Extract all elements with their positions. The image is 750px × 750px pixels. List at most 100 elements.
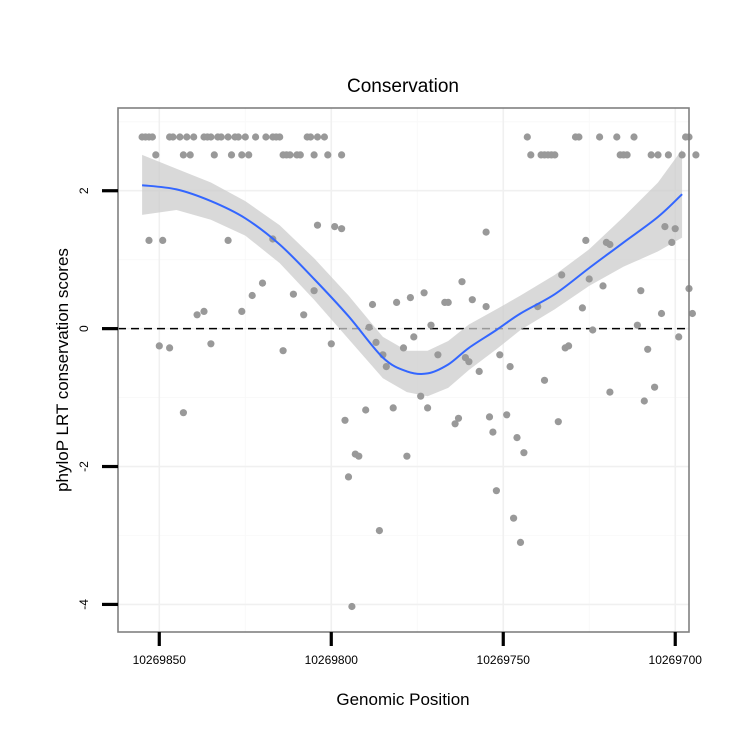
plot-panel <box>117 107 690 633</box>
data-point-97 <box>485 413 494 421</box>
data-point-90 <box>458 278 466 286</box>
data-point-105 <box>516 538 525 547</box>
data-point-37 <box>262 133 270 141</box>
data-point-98 <box>489 428 497 436</box>
y-tick-label-1: -2 <box>77 461 91 472</box>
data-point-6 <box>155 342 163 350</box>
data-point-84 <box>427 321 435 329</box>
data-point-46 <box>279 347 287 355</box>
data-point-142 <box>654 151 662 159</box>
data-point-103 <box>509 514 518 522</box>
data-point-102 <box>506 363 514 371</box>
smooth-line-group <box>141 184 683 375</box>
data-point-94 <box>475 367 483 375</box>
data-point-93 <box>468 296 476 304</box>
data-point-5 <box>145 236 153 244</box>
data-point-124 <box>585 275 593 283</box>
data-point-47 <box>289 290 297 298</box>
data-point-149 <box>678 151 686 159</box>
data-point-83 <box>420 289 428 297</box>
y-tick-label-3: 2 <box>77 187 91 194</box>
data-point-56 <box>313 221 322 229</box>
data-point-12 <box>179 151 187 159</box>
chart-title: Conservation <box>347 76 459 97</box>
data-point-144 <box>661 223 669 231</box>
data-point-30 <box>234 133 242 141</box>
data-point-68 <box>362 406 370 414</box>
data-point-131 <box>613 133 621 141</box>
data-point-99 <box>492 487 500 495</box>
data-point-77 <box>399 344 408 352</box>
data-point-129 <box>606 240 614 249</box>
data-point-92 <box>465 358 473 366</box>
y-tick-label-2: 0 <box>77 325 91 332</box>
data-point-25 <box>207 340 215 348</box>
data-point-148 <box>675 333 683 341</box>
data-point-24 <box>217 133 225 141</box>
data-point-153 <box>688 309 697 318</box>
data-point-123 <box>582 236 590 244</box>
y-tick-label-0: -4 <box>77 599 91 610</box>
x-tick-label-2: 10269750 <box>477 653 531 667</box>
data-point-69 <box>365 323 373 331</box>
data-point-146 <box>668 238 676 246</box>
data-point-107 <box>523 133 531 141</box>
smooth-line <box>141 184 683 375</box>
data-point-50 <box>300 311 308 319</box>
data-point-62 <box>338 151 346 159</box>
data-point-137 <box>637 287 645 295</box>
data-point-78 <box>403 452 411 460</box>
data-point-104 <box>513 434 521 442</box>
data-point-117 <box>558 271 566 279</box>
data-point-57 <box>324 151 332 159</box>
data-point-67 <box>348 602 356 611</box>
confidence-ribbon-group <box>142 149 683 397</box>
data-point-87 <box>444 298 452 306</box>
data-point-21 <box>207 133 215 141</box>
data-point-80 <box>410 333 418 341</box>
data-point-55 <box>310 287 318 295</box>
data-point-85 <box>434 351 442 359</box>
data-point-101 <box>503 411 511 419</box>
data-point-127 <box>599 282 607 290</box>
x-tick-label-0: 10269850 <box>133 653 187 667</box>
data-point-119 <box>565 342 573 350</box>
data-point-10 <box>166 344 174 352</box>
data-point-16 <box>193 311 201 319</box>
data-point-32 <box>241 133 249 141</box>
y-axis-ticks: -4 -2 0 2 <box>77 187 118 610</box>
data-point-52 <box>307 133 315 141</box>
data-point-140 <box>647 151 655 159</box>
data-point-15 <box>190 133 198 141</box>
data-point-95 <box>482 228 490 236</box>
data-point-106 <box>520 449 528 457</box>
data-point-18 <box>179 409 187 417</box>
data-point-136 <box>633 321 642 329</box>
data-point-141 <box>651 383 659 391</box>
data-point-28 <box>224 236 232 244</box>
data-point-58 <box>327 340 335 348</box>
data-point-145 <box>664 151 673 159</box>
data-point-17 <box>200 307 208 315</box>
data-point-66 <box>355 452 363 460</box>
data-point-96 <box>482 303 490 311</box>
data-point-61 <box>320 133 328 141</box>
data-point-154 <box>692 151 700 159</box>
x-axis-ticks: 10269850 10269800 10269750 10269700 <box>133 632 703 667</box>
data-point-108 <box>527 151 535 159</box>
data-point-88 <box>451 420 459 428</box>
data-point-26 <box>224 133 232 141</box>
data-point-53 <box>310 151 318 159</box>
data-point-49 <box>296 151 304 159</box>
data-point-121 <box>575 133 583 141</box>
data-point-134 <box>623 151 631 159</box>
x-tick-label-3: 10269700 <box>649 653 703 667</box>
data-point-9 <box>169 133 177 141</box>
data-point-11 <box>176 133 184 141</box>
data-point-3 <box>148 133 156 141</box>
data-point-13 <box>183 133 191 141</box>
y-axis-label: phyloP LRT conservation scores <box>53 248 72 492</box>
data-point-76 <box>393 298 401 306</box>
data-point-89 <box>454 414 463 422</box>
